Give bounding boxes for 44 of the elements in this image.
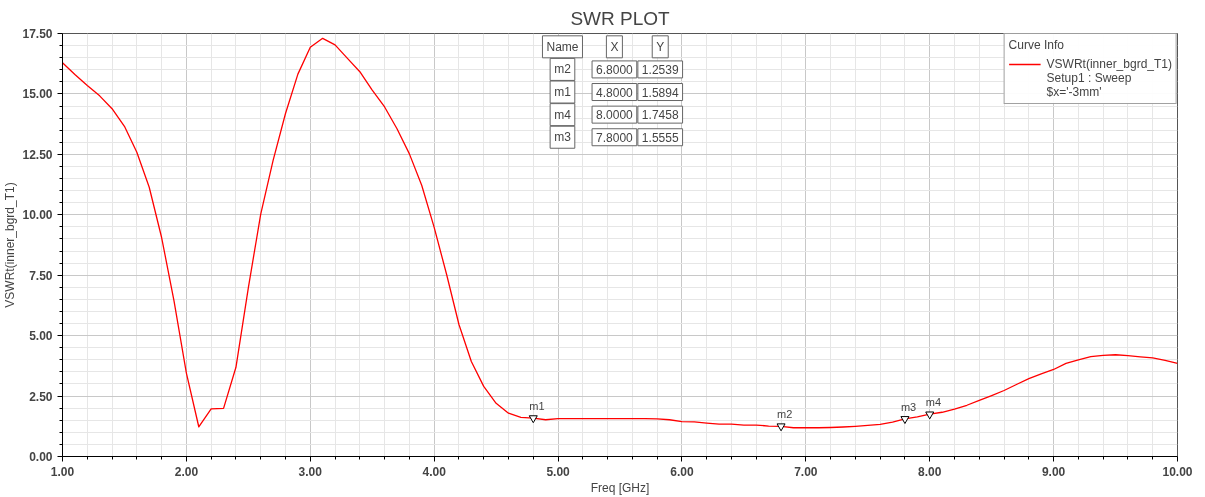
y-axis-title: VSWRt(inner_bgrd_T1) — [3, 182, 18, 308]
y-tick-label: 10.00 — [22, 208, 53, 223]
annotation: 8.0000 — [596, 108, 634, 123]
y-tick-label: 7.50 — [29, 268, 53, 283]
annotation: Setup1 : Sweep — [1046, 71, 1132, 85]
annotation: 1.5894 — [641, 85, 679, 100]
x-tick-label: 6.00 — [670, 464, 694, 479]
x-tick-label: 4.00 — [422, 464, 447, 479]
annotation: Name — [546, 39, 579, 54]
annotation: X — [610, 39, 619, 54]
annotation: $x='-3mm' — [1046, 85, 1102, 99]
x-axis-title: Freq [GHz] — [590, 480, 650, 495]
annotation: m2 — [777, 408, 793, 421]
annotation: Y — [656, 39, 665, 54]
legend-label: VSWRt(inner_bgrd_T1) — [1046, 57, 1172, 71]
annotation: m3 — [900, 400, 917, 413]
annotation: m2 — [554, 62, 572, 77]
x-tick-label: 10.00 — [1162, 464, 1193, 479]
y-tick-label: 5.00 — [29, 329, 53, 344]
y-tick-label: 17.50 — [22, 27, 53, 41]
annotation: m1 — [529, 400, 545, 413]
annotation: m4 — [554, 107, 572, 122]
legend-title: Curve Info — [1008, 38, 1065, 52]
annotation: m1 — [554, 85, 572, 100]
annotation: m3 — [554, 130, 572, 145]
y-tick-label: 15.00 — [22, 87, 53, 102]
annotation: 1.7458 — [641, 108, 679, 123]
x-tick-label: 3.00 — [298, 464, 323, 479]
annotation: 7.8000 — [596, 130, 634, 145]
annotation: 1.2539 — [641, 62, 679, 77]
y-tick-label: 0.00 — [29, 450, 53, 464]
x-tick-label: 1.00 — [50, 464, 75, 479]
chart-title: SWR PLOT — [570, 7, 671, 29]
x-tick-label: 7.00 — [794, 464, 818, 479]
x-tick-label: 8.00 — [918, 464, 942, 479]
annotation: 4.8000 — [596, 85, 634, 100]
x-tick-label: 9.00 — [1041, 464, 1066, 479]
y-tick-label: 12.50 — [22, 147, 53, 162]
annotation: m4 — [925, 396, 941, 409]
x-tick-label: 2.00 — [174, 464, 199, 479]
annotation: 6.8000 — [596, 62, 634, 77]
y-tick-label: 2.50 — [29, 389, 53, 404]
x-tick-label: 5.00 — [546, 464, 571, 479]
annotation: 1.5555 — [641, 130, 679, 145]
